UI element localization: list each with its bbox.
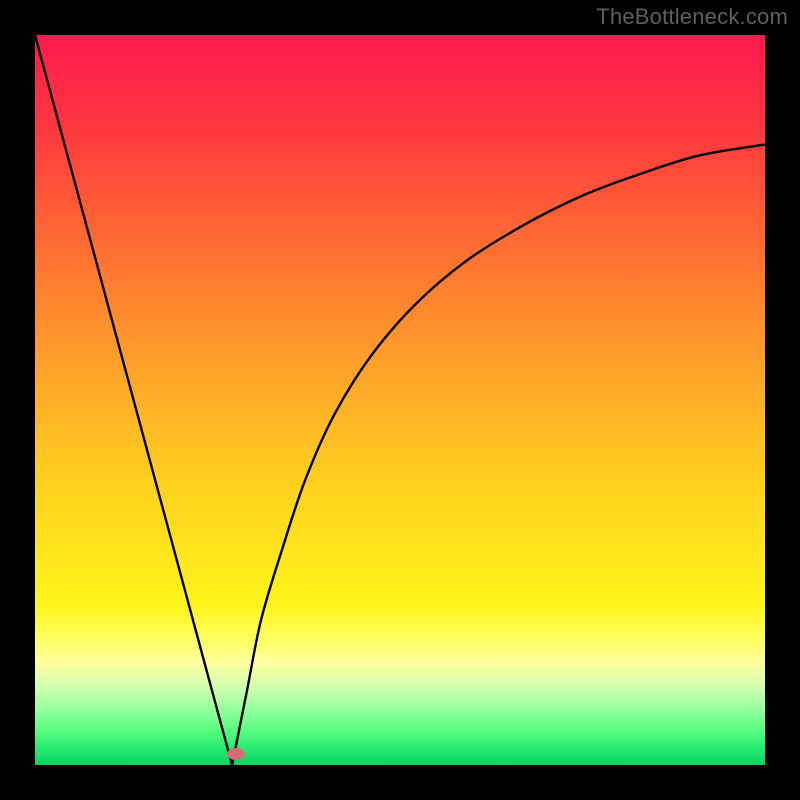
chart-frame: TheBottleneck.com [0,0,800,800]
plot-area [35,35,765,765]
curve-layer [35,35,765,765]
vertex-marker [227,748,245,760]
bottleneck-curve [35,35,765,765]
watermark-text: TheBottleneck.com [596,4,788,30]
